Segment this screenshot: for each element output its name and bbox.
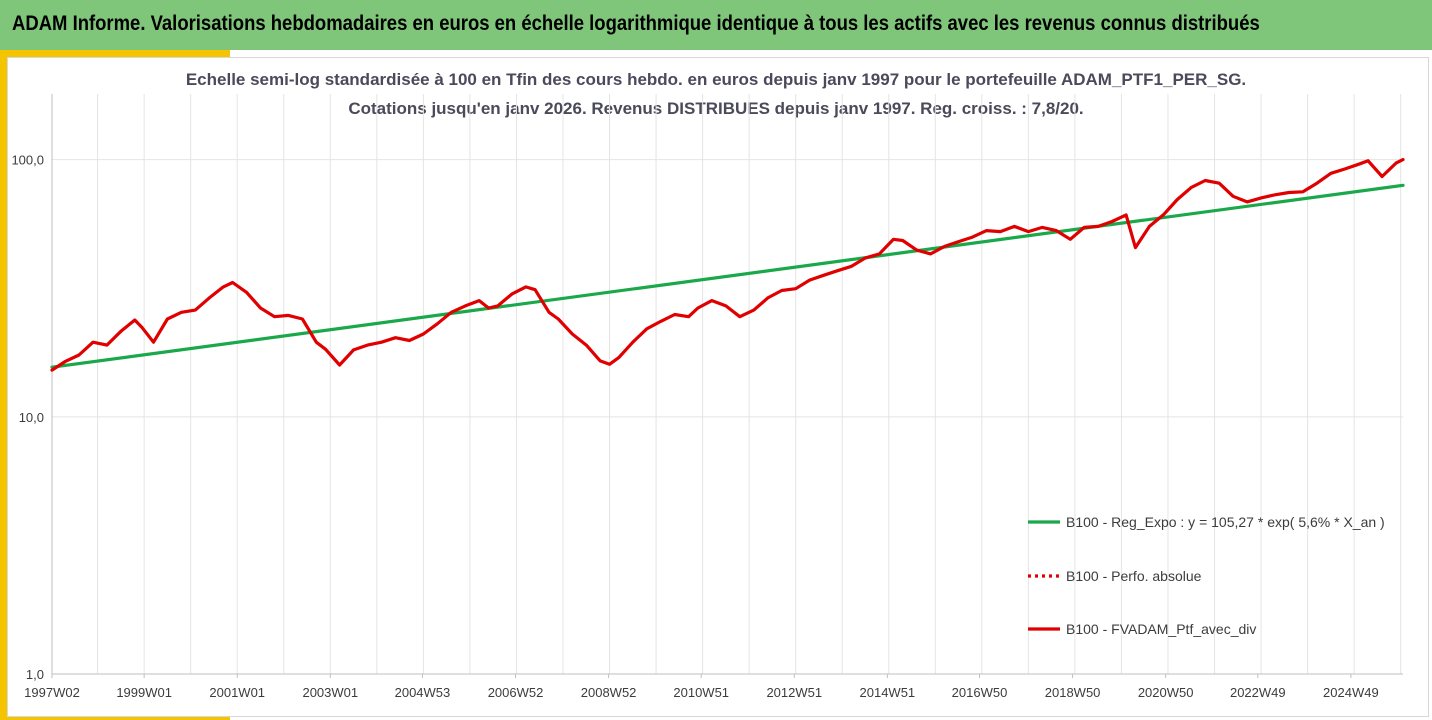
chart-series [50, 158, 1405, 372]
chart-title-line-2: Cotations jusqu'en janv 2026. Revenus DI… [348, 99, 1084, 118]
x-tick-label: 1999W01 [116, 685, 172, 700]
legend-label: B100 - Perfo. absolue [1066, 568, 1202, 584]
x-axis-tick-labels: 1997W02 1999W01 2001W01 2003W01 2004W53 2006W… [24, 685, 1379, 700]
x-tick-label: 2020W50 [1138, 685, 1194, 700]
x-tick-label: 2003W01 [302, 685, 358, 700]
x-tick-label: 2022W49 [1230, 685, 1286, 700]
x-tick-label: 2010W51 [673, 685, 729, 700]
x-tick-label: 2012W51 [766, 685, 822, 700]
accent-bar-left [0, 50, 7, 720]
y-tick-label: 10,0 [19, 410, 44, 425]
x-tick-label: 2016W50 [952, 685, 1008, 700]
chart-gridlines [52, 94, 1403, 675]
x-tick-label: 1997W02 [24, 685, 80, 700]
y-axis-tick-labels: 1,0 10,0 100,0 [11, 153, 44, 682]
chart-title-line-1: Echelle semi-log standardisée à 100 en T… [185, 70, 1247, 89]
series-line-regression [50, 183, 1405, 369]
x-tick-label: 2014W51 [860, 685, 916, 700]
header-title: ADAM Informe. Valorisations hebdomadaire… [12, 12, 1260, 35]
y-tick-label: 100,0 [11, 153, 44, 168]
legend-label: B100 - FVADAM_Ptf_avec_div [1066, 621, 1256, 637]
legend-label: B100 - Reg_Expo : y = 105,27 * exp( 5,6%… [1066, 514, 1385, 530]
x-tick-label: 2004W53 [395, 685, 451, 700]
x-tick-label: 2008W52 [581, 685, 637, 700]
header-banner: ADAM Informe. Valorisations hebdomadaire… [0, 0, 1432, 50]
y-tick-label: 1,0 [26, 667, 44, 682]
series-line-fvadam [50, 158, 1405, 372]
x-tick-label: 2018W50 [1045, 685, 1101, 700]
x-tick-label: 2006W52 [488, 685, 544, 700]
chart-legend: B100 - Reg_Expo : y = 105,27 * exp( 5,6%… [1028, 514, 1385, 637]
chart-frame [7, 57, 1429, 717]
x-tick-label: 2024W49 [1323, 685, 1379, 700]
chart-axes [51, 94, 1403, 678]
x-tick-label: 2001W01 [209, 685, 265, 700]
accent-bar-top [0, 50, 230, 57]
